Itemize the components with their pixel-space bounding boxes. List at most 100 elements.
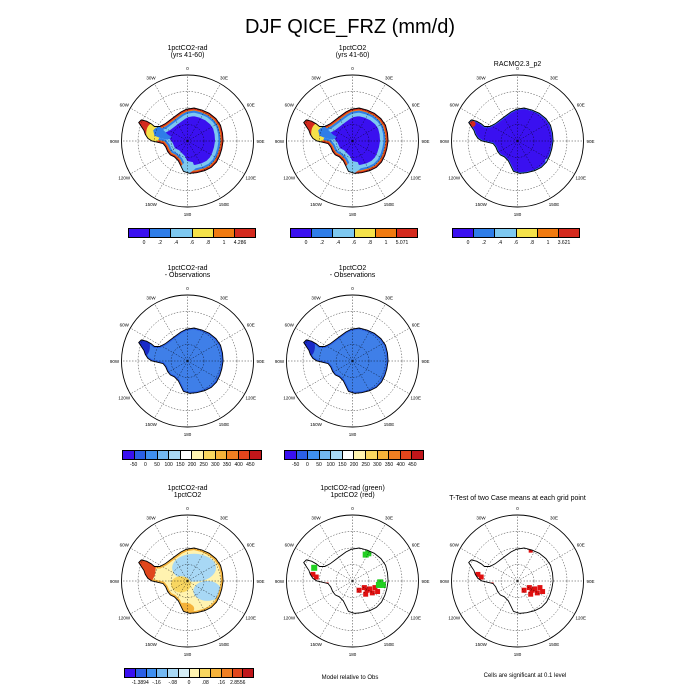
colorbar-tick-label: 0 [305,462,309,468]
longitude-label: 90W [110,139,120,144]
colorbar-cell [516,229,538,237]
page-title: DJF QICE_FRZ (mm/d) [245,16,455,38]
colorbar-tick-label: .8 [529,240,535,246]
map-panel-racmo: RACMO2.3_p2 0 30E 60E 90E 120E 150E 180 150W 120… [430,45,605,220]
longitude-label: 150E [384,202,395,207]
colorbar-tick-label: 100 [326,462,335,468]
colorbar-tick-label: 350 [384,462,394,468]
polar-map: 0 30E 60E 90E 120E 150E 180 150W 120W 90W 60W 30W [110,286,265,437]
colorbar-tick-label: .2 [319,240,325,246]
longitude-label: 150E [549,202,560,207]
longitude-label: 180 [184,432,192,437]
colorbar-cell [123,451,135,459]
colorbar-cell [453,229,475,237]
longitude-label: 60W [120,102,130,107]
longitude-label: 150W [145,422,158,427]
panel-title: 1pctCO2-rad 1pctCO2 [167,485,208,499]
longitude-label: 180 [349,212,357,217]
colorbar-tick-label: 50 [316,462,322,468]
colorbar-cell [238,451,251,459]
coastline [303,547,389,614]
longitude-label: 60W [450,542,460,547]
colorbar-tick-label: -50 [130,462,138,468]
coastline [138,327,224,394]
longitude-label: 150W [145,202,158,207]
longitude-label: 180 [349,432,357,437]
longitude-label: 30E [550,516,558,521]
colorbar-tick-label: -1.3894 [131,680,149,686]
colorbar-tick-label: 0 [142,240,146,246]
colorbar-tick-label: .6 [351,240,357,246]
longitude-label: 120W [448,615,461,620]
colorbar-tick-label: 200 [349,462,359,468]
longitude-label: 30E [220,76,228,81]
longitude-label: 180 [514,212,522,217]
colorbar-cell [319,451,332,459]
colorbar-tick-label: .8 [205,240,211,246]
colorbar-cell [227,451,239,459]
longitude-label: 60W [120,542,130,547]
colorbar-cell [296,451,309,459]
longitude-label: 120W [283,395,296,400]
map-boundary [451,514,584,648]
colorbar-tick-label: 250 [361,462,370,468]
longitude-label: 150E [219,642,230,647]
longitude-label: 150W [310,202,323,207]
colorbar-cell [129,229,151,237]
longitude-label: 150W [145,642,158,647]
colorbar-cell [495,229,517,237]
colorbar-4: -50 0 50 100 150 200 250 300 350 400 450 [122,450,262,470]
longitude-label: 90W [110,579,120,584]
colorbar-tick-label: 4.286 [233,240,247,246]
coastline [468,547,554,614]
colorbar-tick-label: .4 [497,240,503,246]
colorbar-cells [452,228,580,238]
longitude-label: 30E [220,516,228,521]
map-boundary [451,74,584,208]
continent-fill [138,328,224,394]
colorbar-tick-label: -.08 [168,680,178,686]
colorbar-1: 0 .2 .4 .6 .8 1 4.286 [128,228,256,248]
longitude-label: 90W [275,359,285,364]
longitude-label: 60E [247,102,255,107]
longitude-label: 90E [586,579,594,584]
longitude-label: 180 [349,652,357,657]
longitude-label: 180 [514,652,522,657]
colorbar-cell [171,229,193,237]
map-boundary [121,514,254,648]
longitude-label: 60E [577,102,585,107]
colorbar-tick-label: .6 [513,240,519,246]
colorbar-6: -1.3894 -.16 -.08 0 .08 .16 2.8556 [124,668,254,688]
colorbar-tick-label: .6 [189,240,195,246]
colorbar-tick-label: 2.8556 [230,680,246,686]
note-significance: Cells are significant at 0.1 level [483,673,567,679]
colorbar-cell [169,451,181,459]
colorbar-cell [537,229,559,237]
longitude-label: 60W [120,322,130,327]
graticule [286,295,419,427]
longitude-label: 150W [310,422,323,427]
longitude-label: 90E [586,139,594,144]
longitude-label: 150W [310,642,323,647]
coastline [138,547,224,614]
longitude-label: 60W [285,542,295,547]
longitude-label: 150E [384,422,395,427]
colorbar-cell [204,451,216,459]
colorbar-cell [377,451,390,459]
colorbar-cell [474,229,496,237]
map-panel-1pctco2: 1pctCO2 (yrs 41-60) 0 30E 60E 90E 120E 150E 18… [265,45,440,220]
colorbar-cell [215,451,228,459]
longitude-label: 60E [412,102,420,107]
continent-fill [468,548,554,614]
longitude-label: 120W [118,615,131,620]
colorbar-cell [250,451,261,459]
continent-fill [303,328,389,394]
longitude-label: 60W [285,322,295,327]
polar-map: 0 30E 60E 90E 120E 150E 180 150W 120W 90W 60W 30W [275,506,430,657]
colorbar-cell [125,669,136,677]
longitude-label: 150E [219,202,230,207]
continent-fill [138,108,224,174]
map-panel-co2-minus-obs: 1pctCO2 - Observations 0 30E 60E 90E 120E 150… [265,265,440,440]
colorbar-tick-label: .2 [481,240,487,246]
longitude-label: 90E [421,139,429,144]
